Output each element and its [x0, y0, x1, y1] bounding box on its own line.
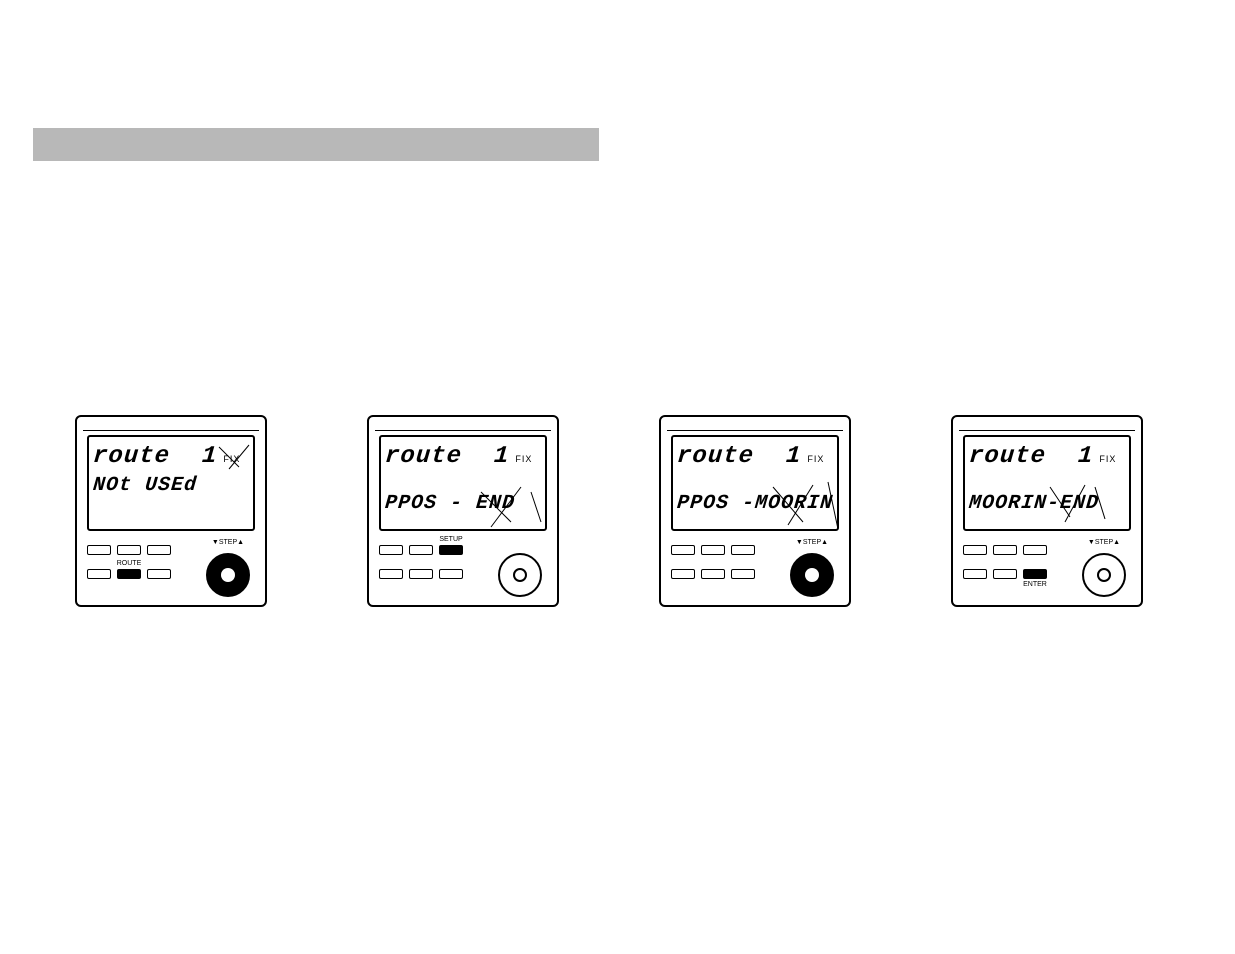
lcd-line2: NOt USEd — [92, 474, 198, 497]
button-row1 — [963, 545, 1047, 555]
lcd-line1: route 1 FIX — [93, 443, 249, 470]
button-panel: ROUTE ▼STEP▲ — [87, 539, 255, 599]
small-button[interactable] — [731, 545, 755, 555]
dial-center — [221, 568, 235, 582]
dial-center — [513, 568, 527, 582]
small-button[interactable] — [439, 569, 463, 579]
lcd-line1-main: route — [968, 443, 1047, 470]
step-label: ▼STEP▲ — [203, 539, 253, 546]
fix-badge: FIX — [807, 454, 824, 464]
device-0: route 1 FIX NOt USEd ROUTE ▼STEP▲ — [75, 415, 267, 607]
small-button[interactable] — [147, 569, 171, 579]
header-gray-bar — [33, 128, 599, 161]
small-button[interactable] — [731, 569, 755, 579]
small-button[interactable] — [963, 545, 987, 555]
lcd-line1-num: 1 — [201, 443, 219, 470]
lcd-line1-main: route — [92, 443, 171, 470]
dial-wrap — [495, 541, 545, 597]
dial-wrap: ▼STEP▲ — [787, 541, 837, 597]
step-label: ▼STEP▲ — [1079, 539, 1129, 546]
dial-center — [1097, 568, 1111, 582]
lcd-line1-num: 1 — [785, 443, 803, 470]
small-button[interactable] — [117, 569, 141, 579]
button-row1: SETUP — [379, 545, 463, 555]
button-label: SETUP — [435, 536, 467, 543]
button-label: ENTER — [1019, 581, 1051, 588]
small-button[interactable] — [87, 569, 111, 579]
small-button[interactable] — [439, 545, 463, 555]
button-panel: ▼STEP▲ — [671, 539, 839, 599]
button-row1 — [87, 545, 171, 555]
dial[interactable] — [1082, 553, 1126, 597]
dial-wrap: ▼STEP▲ — [203, 541, 253, 597]
small-button[interactable] — [993, 545, 1017, 555]
small-button[interactable] — [379, 569, 403, 579]
device-2: route 1 FIX PPOS -MOORIN ▼STEP▲ — [659, 415, 851, 607]
device-1: route 1 FIX PPOS - END SETUP — [367, 415, 559, 607]
fix-badge: FIX — [515, 454, 532, 464]
lcd-line2: MOORIN-END — [968, 492, 1100, 515]
button-row2: ENTER — [963, 569, 1047, 579]
small-button[interactable] — [671, 569, 695, 579]
small-button[interactable] — [1023, 545, 1047, 555]
small-button[interactable] — [409, 545, 433, 555]
lcd-screen: route 1 FIX PPOS -MOORIN — [671, 435, 839, 531]
lcd-line2: PPOS -MOORIN — [676, 492, 834, 515]
lcd-screen: route 1 FIX PPOS - END — [379, 435, 547, 531]
dial[interactable] — [790, 553, 834, 597]
small-button[interactable] — [671, 545, 695, 555]
devices-row: route 1 FIX NOt USEd ROUTE ▼STEP▲ route 1 FIX PPO… — [75, 415, 1143, 607]
lcd-line1: route 1 FIX — [969, 443, 1125, 470]
step-label: ▼STEP▲ — [787, 539, 837, 546]
dial-center — [805, 568, 819, 582]
lcd-screen: route 1 FIX MOORIN-END — [963, 435, 1131, 531]
lcd-line1: route 1 FIX — [385, 443, 541, 470]
lcd-line2: PPOS - END — [384, 492, 516, 515]
button-label: ROUTE — [113, 560, 145, 567]
small-button[interactable] — [117, 545, 141, 555]
small-button[interactable] — [409, 569, 433, 579]
dial[interactable] — [206, 553, 250, 597]
lcd-line1-main: route — [384, 443, 463, 470]
fix-badge: FIX — [1099, 454, 1116, 464]
button-panel: SETUP — [379, 539, 547, 599]
lcd-line1-num: 1 — [493, 443, 511, 470]
fix-badge: FIX — [223, 454, 240, 464]
button-row2 — [671, 569, 755, 579]
lcd-screen: route 1 FIX NOt USEd — [87, 435, 255, 531]
small-button[interactable] — [1023, 569, 1047, 579]
button-panel: ENTER ▼STEP▲ — [963, 539, 1131, 599]
button-row2 — [379, 569, 463, 579]
small-button[interactable] — [701, 545, 725, 555]
device-ridge — [375, 423, 551, 431]
device-3: route 1 FIX MOORIN-END ENTER ▼STEP▲ — [951, 415, 1143, 607]
device-ridge — [83, 423, 259, 431]
lcd-line1-num: 1 — [1077, 443, 1095, 470]
lcd-line1-main: route — [676, 443, 755, 470]
small-button[interactable] — [701, 569, 725, 579]
dial-wrap: ▼STEP▲ — [1079, 541, 1129, 597]
small-button[interactable] — [963, 569, 987, 579]
button-row2: ROUTE — [87, 569, 171, 579]
device-ridge — [959, 423, 1135, 431]
lcd-line1: route 1 FIX — [677, 443, 833, 470]
small-button[interactable] — [147, 545, 171, 555]
small-button[interactable] — [87, 545, 111, 555]
small-button[interactable] — [993, 569, 1017, 579]
device-ridge — [667, 423, 843, 431]
small-button[interactable] — [379, 545, 403, 555]
dial[interactable] — [498, 553, 542, 597]
button-row1 — [671, 545, 755, 555]
